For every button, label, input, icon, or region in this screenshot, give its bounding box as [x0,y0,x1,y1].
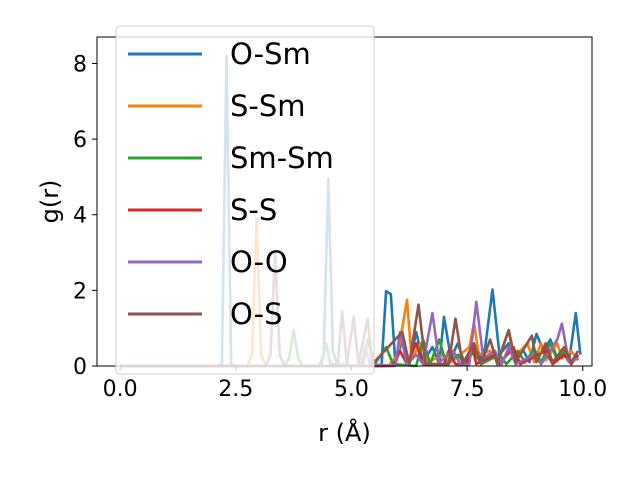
x-tick-label: 0.0 [103,377,138,402]
legend-label-o-sm: O-Sm [230,37,311,71]
legend-label-s-sm: S-Sm [230,89,306,123]
x-tick-label: 2.5 [218,377,253,402]
legend-items: O-Sm S-Sm Sm-Sm S-S O-O O-S [128,37,334,331]
legend-label-o-s: O-S [230,297,283,331]
y-axis-label: g(r) [36,180,64,224]
y-tick-label: 8 [73,52,87,77]
y-tick-label: 0 [73,355,87,380]
x-axis: 0.0 2.5 5.0 7.5 10.0 [103,366,607,402]
legend-label-sm-sm: Sm-Sm [230,141,334,175]
y-tick-label: 2 [73,279,87,304]
x-tick-label: 7.5 [450,377,485,402]
x-axis-label: r (Å) [318,418,371,447]
x-tick-label: 5.0 [334,377,369,402]
legend-label-o-o: O-O [230,245,288,279]
y-tick-label: 4 [73,204,87,229]
y-tick-label: 6 [73,128,87,153]
legend-box [115,25,375,375]
legend: O-Sm S-Sm Sm-Sm S-S O-O O-S [115,25,375,375]
y-axis: 0 2 4 6 8 [73,52,97,380]
x-tick-label: 10.0 [558,377,607,402]
legend-label-s-s: S-S [230,193,277,227]
series-line-o-o [120,300,579,368]
